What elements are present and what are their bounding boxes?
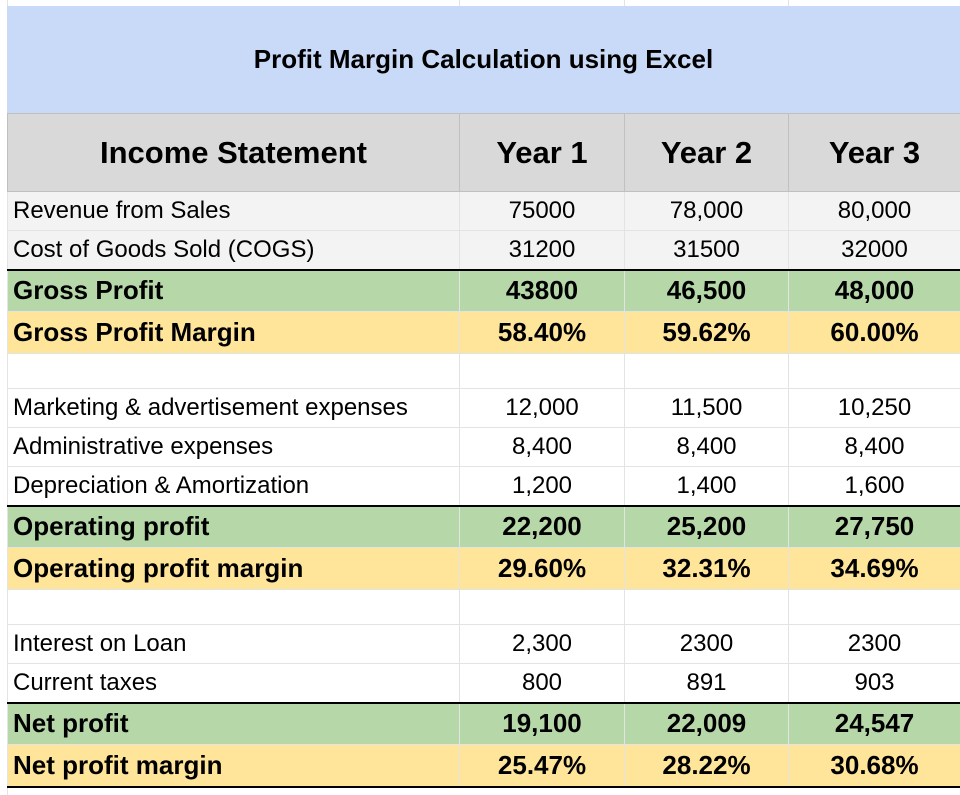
value-cell[interactable]: 903 [788, 663, 960, 703]
table-row-operating-profit-margin: Operating profit margin 29.60% 32.31% 34… [7, 547, 960, 590]
table-row-administrative: Administrative expenses 8,400 8,400 8,40… [7, 427, 960, 467]
label-cell[interactable]: Operating profit margin [7, 547, 460, 590]
label-cell[interactable]: Cost of Goods Sold (COGS) [7, 230, 460, 270]
value-cell[interactable]: 34.69% [788, 547, 960, 590]
table-row-taxes: Current taxes 800 891 903 [7, 663, 960, 703]
value-cell[interactable]: 27,750 [788, 504, 960, 548]
value-cell[interactable]: 25,200 [624, 504, 789, 548]
table-row-marketing: Marketing & advertisement expenses 12,00… [7, 388, 960, 428]
label-cell[interactable]: Net profit [7, 701, 460, 745]
header-cell-year-1[interactable]: Year 1 [459, 113, 625, 192]
value-cell[interactable]: 2300 [624, 624, 789, 664]
value-cell[interactable]: 31200 [459, 230, 625, 270]
value-cell[interactable]: 48,000 [788, 268, 960, 312]
title-cell[interactable]: Profit Margin Calculation using Excel [7, 6, 960, 114]
value-cell[interactable]: 25.47% [459, 744, 625, 788]
empty-cell[interactable] [624, 353, 789, 389]
value-cell[interactable]: 10,250 [788, 388, 960, 428]
table-row-depreciation: Depreciation & Amortization 1,200 1,400 … [7, 466, 960, 506]
page-title: Profit Margin Calculation using Excel [253, 44, 714, 74]
value-cell[interactable]: 43800 [459, 268, 625, 312]
label-cell[interactable]: Gross Profit Margin [7, 311, 460, 354]
label-cell[interactable]: Marketing & advertisement expenses [7, 388, 460, 428]
label-cell[interactable]: Operating profit [7, 504, 460, 548]
value-cell[interactable]: 12,000 [459, 388, 625, 428]
value-cell[interactable]: 8,400 [459, 427, 625, 467]
table-row-gross-profit-margin: Gross Profit Margin 58.40% 59.62% 60.00% [7, 311, 960, 354]
table-row-blank [7, 353, 960, 389]
label-cell[interactable]: Gross Profit [7, 268, 460, 312]
label-cell[interactable]: Net profit margin [7, 744, 460, 788]
label-cell[interactable]: Depreciation & Amortization [7, 466, 460, 506]
label-cell[interactable]: Interest on Loan [7, 624, 460, 664]
value-cell[interactable]: 11,500 [624, 388, 789, 428]
value-cell[interactable]: 32.31% [624, 547, 789, 590]
value-cell[interactable]: 1,600 [788, 466, 960, 506]
label-cell[interactable]: Revenue from Sales [7, 191, 460, 231]
value-cell[interactable]: 46,500 [624, 268, 789, 312]
gridline [624, 0, 625, 6]
value-cell[interactable]: 31500 [624, 230, 789, 270]
header-cell-year-3[interactable]: Year 3 [788, 113, 960, 192]
value-cell[interactable]: 58.40% [459, 311, 625, 354]
value-cell[interactable]: 28.22% [624, 744, 789, 788]
value-cell[interactable]: 60.00% [788, 311, 960, 354]
value-cell[interactable]: 22,200 [459, 504, 625, 548]
table-row-interest: Interest on Loan 2,300 2300 2300 [7, 624, 960, 664]
value-cell[interactable]: 2,300 [459, 624, 625, 664]
header-row: Income Statement Year 1 Year 2 Year 3 [7, 113, 960, 192]
value-cell[interactable]: 19,100 [459, 701, 625, 745]
header-cell-income-statement[interactable]: Income Statement [7, 113, 460, 192]
value-cell[interactable]: 891 [624, 663, 789, 703]
empty-cell[interactable] [7, 589, 460, 625]
empty-cell[interactable] [788, 589, 960, 625]
empty-cell[interactable] [788, 353, 960, 389]
value-cell[interactable]: 800 [459, 663, 625, 703]
empty-cell[interactable] [7, 353, 460, 389]
value-cell[interactable]: 29.60% [459, 547, 625, 590]
value-cell[interactable]: 8,400 [624, 427, 789, 467]
gridline [788, 0, 789, 6]
empty-cell[interactable] [624, 589, 789, 625]
empty-cell[interactable] [459, 589, 625, 625]
value-cell[interactable]: 1,400 [624, 466, 789, 506]
label-cell[interactable]: Current taxes [7, 663, 460, 703]
value-cell[interactable]: 80,000 [788, 191, 960, 231]
table-row-cogs: Cost of Goods Sold (COGS) 31200 31500 32… [7, 230, 960, 270]
value-cell[interactable]: 22,009 [624, 701, 789, 745]
table-row-blank [7, 589, 960, 625]
empty-cell[interactable] [459, 353, 625, 389]
value-cell[interactable]: 2300 [788, 624, 960, 664]
value-cell[interactable]: 78,000 [624, 191, 789, 231]
header-cell-year-2[interactable]: Year 2 [624, 113, 789, 192]
value-cell[interactable]: 24,547 [788, 701, 960, 745]
table-row-revenue: Revenue from Sales 75000 78,000 80,000 [7, 191, 960, 231]
value-cell[interactable]: 1,200 [459, 466, 625, 506]
value-cell[interactable]: 75000 [459, 191, 625, 231]
value-cell[interactable]: 30.68% [788, 744, 960, 788]
table-row-net-profit: Net profit 19,100 22,009 24,547 [7, 701, 960, 745]
income-statement-table: Income Statement Year 1 Year 2 Year 3 Re… [7, 113, 960, 788]
table-row-gross-profit: Gross Profit 43800 46,500 48,000 [7, 268, 960, 312]
value-cell[interactable]: 8,400 [788, 427, 960, 467]
label-cell[interactable]: Administrative expenses [7, 427, 460, 467]
value-cell[interactable]: 59.62% [624, 311, 789, 354]
gridline [459, 0, 460, 6]
table-row-operating-profit: Operating profit 22,200 25,200 27,750 [7, 504, 960, 548]
value-cell[interactable]: 32000 [788, 230, 960, 270]
table-row-net-profit-margin: Net profit margin 25.47% 28.22% 30.68% [7, 744, 960, 788]
